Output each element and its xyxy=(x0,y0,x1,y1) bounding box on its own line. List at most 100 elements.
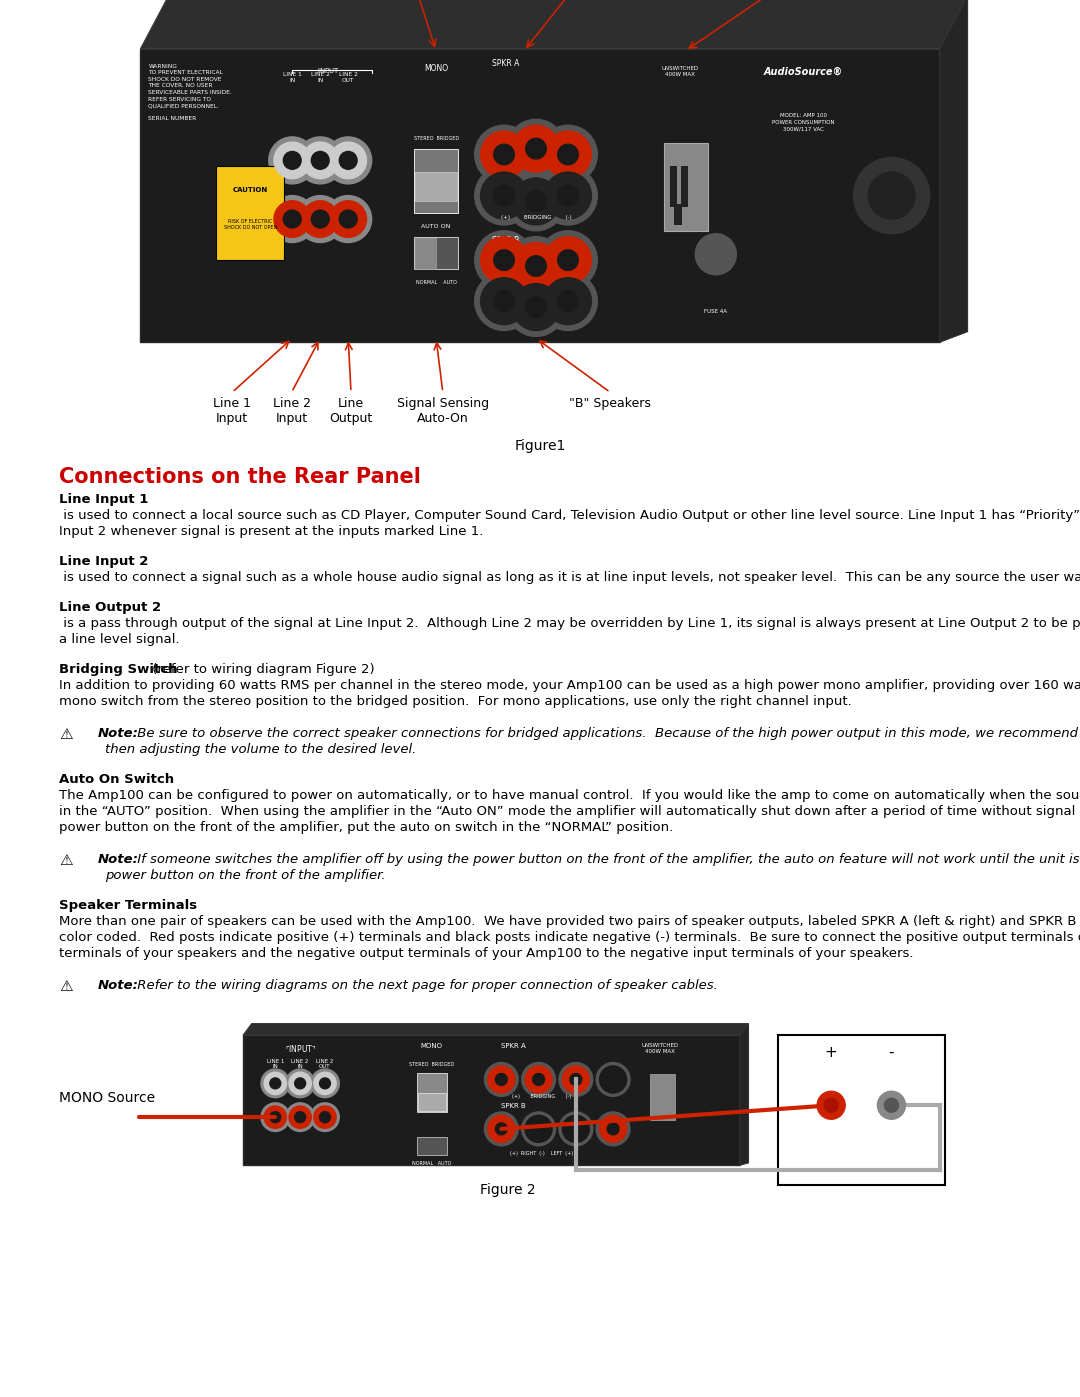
Circle shape xyxy=(539,166,597,225)
Text: UNSWITCHED
400W MAX: UNSWITCHED 400W MAX xyxy=(661,67,699,77)
Text: is used to connect a signal such as a whole house audio signal as long as it is : is used to connect a signal such as a wh… xyxy=(59,571,1080,584)
Text: a line level signal.: a line level signal. xyxy=(59,633,180,647)
Bar xyxy=(671,166,677,207)
Circle shape xyxy=(261,1102,289,1132)
Text: More than one pair of speakers can be used with the Amp100.  We have provided tw: More than one pair of speakers can be us… xyxy=(59,915,1080,928)
Circle shape xyxy=(311,1069,339,1098)
Text: LINE 2
IN: LINE 2 IN xyxy=(311,73,329,84)
Polygon shape xyxy=(140,0,968,49)
Circle shape xyxy=(325,196,372,243)
Text: (+)  RIGHT  (-)    LEFT  (+): (+) RIGHT (-) LEFT (+) xyxy=(510,1151,572,1155)
Circle shape xyxy=(607,1073,619,1085)
Circle shape xyxy=(269,196,315,243)
Text: Connections on the Rear Panel: Connections on the Rear Panel xyxy=(59,467,421,488)
Circle shape xyxy=(557,250,578,271)
Circle shape xyxy=(563,1066,590,1092)
Circle shape xyxy=(539,231,597,289)
Text: CAUTION: CAUTION xyxy=(232,187,268,193)
Bar xyxy=(417,1137,447,1155)
Text: ⚠: ⚠ xyxy=(59,728,73,742)
Circle shape xyxy=(329,201,366,237)
Text: STEREO  BRIDGED: STEREO BRIDGED xyxy=(414,136,459,141)
Text: Bridging Switch: Bridging Switch xyxy=(59,664,178,676)
Text: LINE 2
OUT: LINE 2 OUT xyxy=(316,1059,334,1070)
Bar xyxy=(418,1094,446,1111)
Circle shape xyxy=(885,1098,899,1112)
Text: The Amp100 can be configured to power on automatically, or to have manual contro: The Amp100 can be configured to power on… xyxy=(59,789,1080,802)
Circle shape xyxy=(526,138,546,159)
Text: Figure1: Figure1 xyxy=(514,439,566,453)
Text: Figure 2: Figure 2 xyxy=(480,1183,536,1197)
Text: Input 2 whenever signal is present at the inputs marked Line 1.: Input 2 whenever signal is present at th… xyxy=(59,525,484,538)
Circle shape xyxy=(283,151,301,169)
Bar xyxy=(243,1035,740,1165)
Text: AudioSource®: AudioSource® xyxy=(765,67,843,77)
Circle shape xyxy=(544,278,592,324)
Circle shape xyxy=(314,1073,336,1094)
Circle shape xyxy=(302,142,338,179)
Text: LINE 2
IN: LINE 2 IN xyxy=(292,1059,309,1070)
Circle shape xyxy=(297,196,343,243)
Circle shape xyxy=(311,151,329,169)
Text: is a pass through output of the signal at Line Input 2.  Although Line 2 may be : is a pass through output of the signal a… xyxy=(59,617,1080,630)
Text: Auto On Switch: Auto On Switch xyxy=(59,774,175,787)
Circle shape xyxy=(488,1115,515,1143)
Circle shape xyxy=(339,151,357,169)
Circle shape xyxy=(513,126,559,172)
Circle shape xyxy=(274,201,311,237)
Text: In addition to providing 60 watts RMS per channel in the stereo mode, your Amp10: In addition to providing 60 watts RMS pe… xyxy=(59,679,1080,693)
Text: Line
Output: Line Output xyxy=(329,397,373,425)
Circle shape xyxy=(526,296,546,317)
Circle shape xyxy=(329,142,366,179)
Text: Line 2
Input: Line 2 Input xyxy=(272,397,311,425)
Text: Line Input 1: Line Input 1 xyxy=(59,493,149,506)
Circle shape xyxy=(289,1073,311,1094)
Text: in the “AUTO” position.  When using the amplifier in the “Auto ON” mode the ampl: in the “AUTO” position. When using the a… xyxy=(59,805,1080,819)
Circle shape xyxy=(481,236,527,284)
Circle shape xyxy=(570,1123,582,1134)
Circle shape xyxy=(868,172,915,219)
Text: If someone switches the amplifier off by using the power button on the front of : If someone switches the amplifier off by… xyxy=(134,854,1080,866)
Circle shape xyxy=(563,1115,590,1143)
Text: power button on the front of the amplifier, put the auto on switch in the “NORMA: power button on the front of the amplifi… xyxy=(59,821,674,834)
Circle shape xyxy=(311,210,329,228)
Circle shape xyxy=(539,272,597,331)
Circle shape xyxy=(507,119,565,177)
Circle shape xyxy=(274,142,311,179)
Circle shape xyxy=(539,126,597,184)
Text: $\mathsf{\ulcorner INPUT \urcorner}$: $\mathsf{\ulcorner INPUT \urcorner}$ xyxy=(284,1044,315,1055)
Circle shape xyxy=(494,291,514,312)
Text: MONO: MONO xyxy=(421,1044,443,1049)
Text: Be sure to observe the correct speaker connections for bridged applications.  Be: Be sure to observe the correct speaker c… xyxy=(134,728,1080,740)
Text: Line 1
Input: Line 1 Input xyxy=(213,397,252,425)
Text: LINE 1
IN: LINE 1 IN xyxy=(267,1059,284,1070)
Text: AUTO ON: AUTO ON xyxy=(419,1106,445,1112)
Circle shape xyxy=(507,172,565,231)
Circle shape xyxy=(297,137,343,184)
Text: (refer to wiring diagram Figure 2): (refer to wiring diagram Figure 2) xyxy=(148,664,375,676)
Circle shape xyxy=(818,1091,846,1119)
Circle shape xyxy=(557,186,578,205)
Circle shape xyxy=(475,126,534,184)
Text: LINE 2
OUT: LINE 2 OUT xyxy=(339,73,357,84)
Circle shape xyxy=(289,1106,311,1129)
Text: ⚠: ⚠ xyxy=(59,979,73,995)
Circle shape xyxy=(522,1112,555,1146)
Circle shape xyxy=(475,272,534,331)
Circle shape xyxy=(286,1069,314,1098)
Text: then adjusting the volume to the desired level.: then adjusting the volume to the desired… xyxy=(106,743,417,756)
Text: MONO: MONO xyxy=(424,63,448,73)
Circle shape xyxy=(314,1106,336,1129)
Text: LINE 1
IN: LINE 1 IN xyxy=(283,73,301,84)
Bar xyxy=(664,142,707,231)
Circle shape xyxy=(488,1066,515,1092)
Text: color coded.  Red posts indicate positive (+) terminals and black posts indicate: color coded. Red posts indicate positive… xyxy=(59,932,1080,944)
Text: NORMAL    AUTO: NORMAL AUTO xyxy=(416,279,457,285)
Text: "B" Speakers: "B" Speakers xyxy=(569,397,651,411)
Circle shape xyxy=(485,1112,518,1146)
Circle shape xyxy=(295,1078,306,1088)
Circle shape xyxy=(532,1073,544,1085)
Text: AUTO ON: AUTO ON xyxy=(421,224,450,229)
Circle shape xyxy=(320,1078,330,1088)
Circle shape xyxy=(269,137,315,184)
